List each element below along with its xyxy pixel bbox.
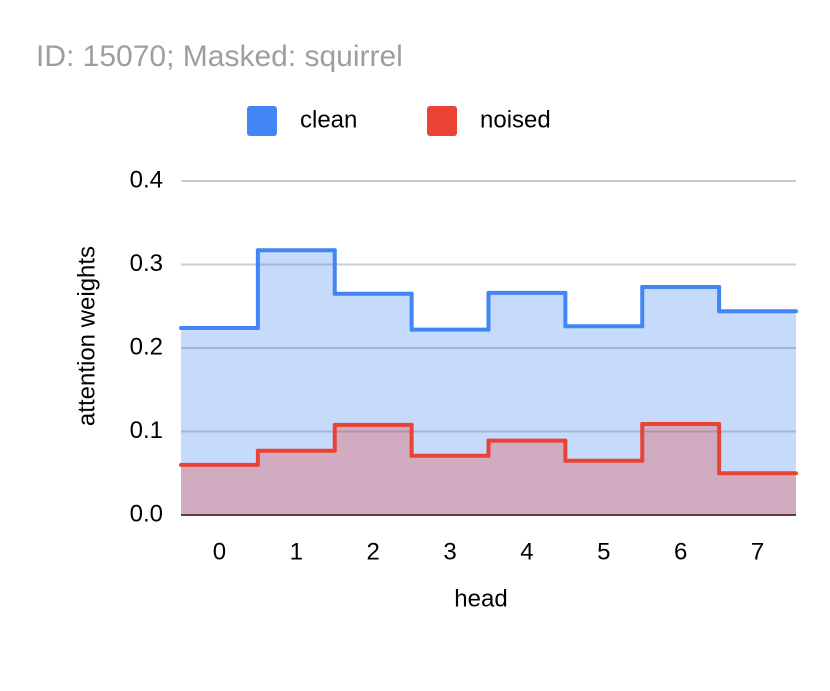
x-axis-label: head: [454, 585, 507, 612]
x-tick-label: 0: [213, 538, 226, 565]
x-tick-label: 6: [674, 538, 687, 565]
area-segment: [411, 455, 489, 515]
chart-title: ID: 15070; Masked: squirrel: [36, 40, 403, 73]
area-segment: [334, 424, 412, 515]
area-segment: [719, 473, 796, 515]
area-segment: [565, 326, 643, 515]
y-tick-label: 0.0: [130, 500, 163, 527]
x-tick-label: 1: [290, 538, 303, 565]
legend-label: clean: [300, 106, 357, 133]
x-tick-label: 2: [367, 538, 380, 565]
area-segment: [565, 460, 643, 515]
y-tick-label: 0.4: [130, 166, 163, 193]
y-tick-label: 0.1: [130, 417, 163, 444]
legend-swatch: [427, 106, 457, 136]
legend-label: noised: [480, 106, 551, 133]
area-segment: [257, 450, 335, 515]
area-segment: [488, 440, 566, 515]
x-tick-label: 3: [443, 538, 456, 565]
area-segment: [719, 311, 796, 515]
y-tick-label: 0.2: [130, 333, 163, 360]
area-segment: [257, 250, 335, 515]
x-tick-label: 5: [597, 538, 610, 565]
area-segment: [181, 327, 258, 515]
legend-swatch: [247, 106, 277, 136]
area-segment: [642, 423, 720, 515]
y-axis-label: attention weights: [73, 246, 100, 426]
area-segment: [334, 293, 412, 515]
area-segment: [411, 329, 489, 515]
area-segment: [642, 287, 720, 515]
area-segment: [181, 464, 258, 515]
x-tick-label: 7: [751, 538, 764, 565]
y-tick-label: 0.3: [130, 250, 163, 277]
area-segment: [488, 292, 566, 515]
x-tick-label: 4: [520, 538, 533, 565]
